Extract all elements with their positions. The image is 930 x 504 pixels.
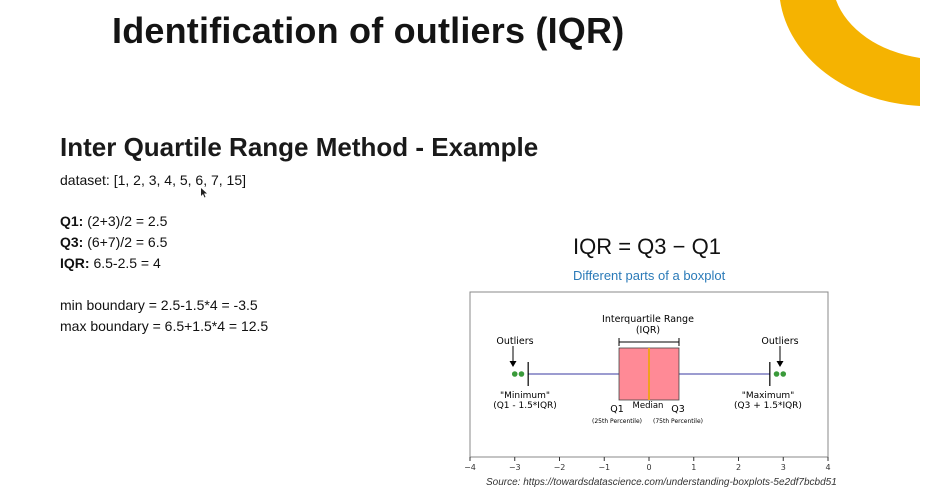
outliers-left-label: Outliers — [496, 336, 533, 347]
min-boundary-line: min boundary = 2.5-1.5*4 = -3.5 — [60, 297, 258, 313]
maximum-sublabel: (Q3 + 1.5*IQR) — [734, 401, 802, 411]
mouse-cursor-icon — [201, 188, 207, 198]
outliers-right-label: Outliers — [761, 336, 798, 347]
q1-label: Q1: — [60, 213, 84, 229]
iqr-line: IQR: 6.5-2.5 = 4 — [60, 255, 161, 271]
outlier-points — [511, 371, 787, 377]
x-tick-label: −4 — [464, 463, 476, 472]
minimum-sublabel: (Q1 - 1.5*IQR) — [493, 401, 557, 411]
maximum-label: "Maximum" — [742, 391, 795, 401]
x-tick-label: −2 — [554, 463, 566, 472]
iqr-formula: IQR = Q3 − Q1 — [573, 234, 721, 259]
x-tick-label: 1 — [691, 463, 696, 472]
boxplot-title: Different parts of a boxplot — [573, 268, 726, 283]
q3-label: Q3 — [671, 404, 685, 415]
q1-line: Q1: (2+3)/2 = 2.5 — [60, 213, 167, 229]
q3-label: Q3: — [60, 234, 84, 250]
median-label: Median — [633, 401, 664, 411]
iqr-value: 6.5-2.5 = 4 — [89, 255, 161, 271]
iqr-label: IQR: — [60, 255, 90, 271]
q3-line: Q3: (6+7)/2 = 6.5 — [60, 234, 167, 250]
q3-value: (6+7)/2 = 6.5 — [83, 234, 168, 250]
x-tick-label: 4 — [825, 463, 830, 472]
iqr-sublabel: (IQR) — [636, 325, 660, 336]
x-tick-label: 2 — [736, 463, 741, 472]
outlier-point — [773, 371, 780, 377]
page-title: Identification of outliers (IQR) — [112, 10, 625, 51]
source-citation: Source: https://towardsdatascience.com/u… — [486, 477, 837, 488]
boxplot-diagram: −4 −3 −2 −1 0 1 2 3 4 Outliers Outliers Interqua… — [464, 291, 831, 472]
dataset-line: dataset: [1, 2, 3, 4, 5, 6, 7, 15] — [60, 172, 247, 188]
outlier-arrow-left — [509, 346, 517, 367]
q1-sublabel: (25th Percentile) — [592, 418, 642, 425]
q1-label: Q1 — [610, 404, 624, 415]
x-tick-label: 0 — [646, 463, 651, 472]
outlier-point — [511, 371, 518, 377]
q3-sublabel: (75th Percentile) — [653, 418, 703, 425]
x-axis: −4 −3 −2 −1 0 1 2 3 4 — [464, 457, 831, 472]
outlier-point — [780, 371, 787, 377]
minimum-label: "Minimum" — [500, 391, 550, 401]
x-tick-label: 3 — [781, 463, 786, 472]
x-tick-label: −3 — [509, 463, 521, 472]
x-tick-label: −1 — [598, 463, 610, 472]
iqr-label: Interquartile Range — [602, 314, 694, 325]
max-boundary-line: max boundary = 6.5+1.5*4 = 12.5 — [60, 318, 269, 334]
q1-value: (2+3)/2 = 2.5 — [83, 213, 168, 229]
outlier-arrow-right — [776, 346, 784, 367]
outlier-point — [518, 371, 525, 377]
section-title: Inter Quartile Range Method - Example — [60, 132, 539, 162]
